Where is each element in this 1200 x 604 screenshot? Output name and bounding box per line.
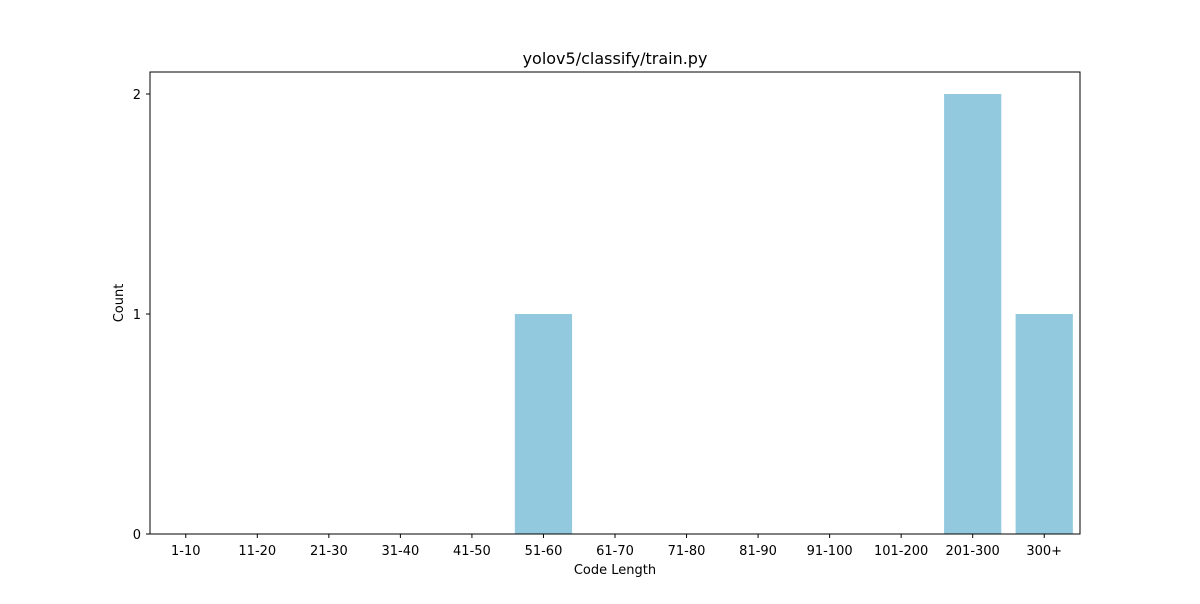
- x-tick-label: 81-90: [739, 544, 777, 559]
- y-axis-label: Count: [112, 284, 127, 323]
- y-tick-label: 1: [133, 308, 141, 323]
- x-tick-label: 61-70: [596, 544, 634, 559]
- x-tick-label: 201-300: [946, 544, 1000, 559]
- x-tick-label: 1-10: [171, 544, 201, 559]
- chart-title: yolov5/classify/train.py: [523, 49, 708, 68]
- x-tick-label: 101-200: [874, 544, 928, 559]
- x-tick-label: 31-40: [381, 544, 419, 559]
- bars-layer: [514, 94, 1073, 534]
- x-axis-label: Code Length: [574, 563, 656, 578]
- x-tick-label: 71-80: [668, 544, 706, 559]
- y-axis: 0 1 2: [133, 88, 150, 543]
- bar-201-300: [944, 94, 1002, 534]
- x-tick-label: 91-100: [807, 544, 853, 559]
- x-tick-label: 51-60: [525, 544, 563, 559]
- x-axis: 1-10 11-20 21-30 31-40 41-50 51-60 61-70 71-80 8…: [171, 534, 1062, 559]
- plot-frame: [149, 71, 1081, 535]
- y-tick-label: 0: [133, 528, 141, 543]
- x-tick-label: 41-50: [453, 544, 491, 559]
- y-tick-label: 2: [133, 88, 141, 103]
- bar-51-60: [514, 314, 573, 534]
- x-tick-label: 21-30: [310, 544, 348, 559]
- bar-300plus: [1015, 314, 1073, 534]
- x-tick-label: 300+: [1026, 544, 1062, 559]
- x-tick-label: 11-20: [238, 544, 276, 559]
